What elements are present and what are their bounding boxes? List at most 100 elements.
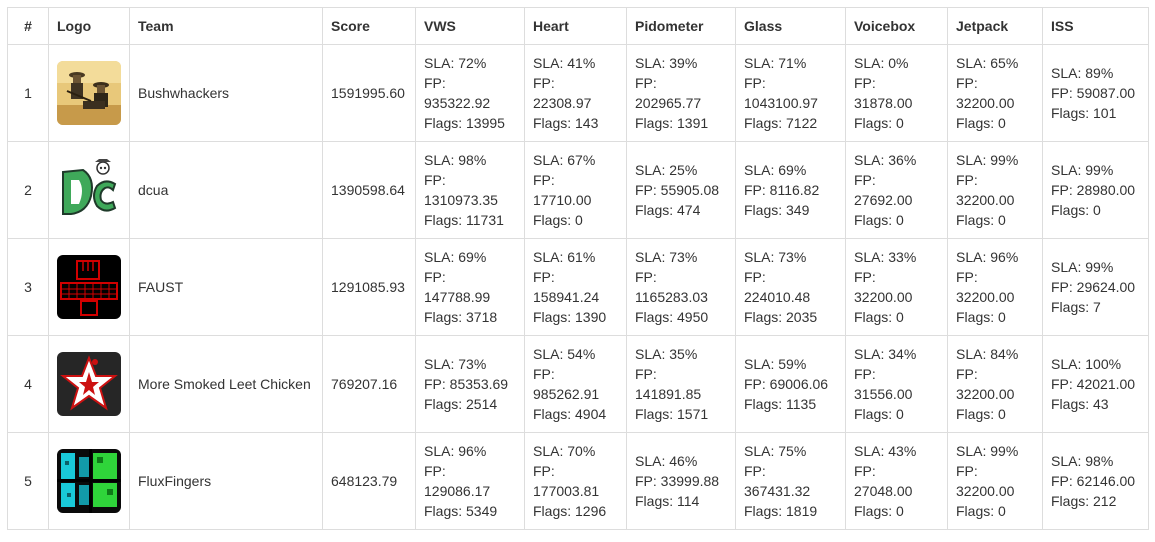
score-header: Score [322,7,416,45]
service-line: SLA: 99% [956,443,1019,459]
service-line: SLA: 0% [854,55,909,71]
rank-cell: 5 [7,432,49,530]
service-cell-iss: SLA: 99% FP: 28980.00 Flags: 0 [1042,141,1149,239]
service-cell-jetpack: SLA: 99% FP: 32200.00 Flags: 0 [947,432,1043,530]
team-name: More Smoked Leet Chicken [129,335,323,433]
service-cell-voicebox: SLA: 0% FP: 31878.00 Flags: 0 [845,44,948,142]
service-line: Flags: 349 [744,202,810,218]
service-line: 202965.77 [635,95,702,111]
service-cell-glass: SLA: 75% FP: 367431.32 Flags: 1819 [735,432,846,530]
service-line: SLA: 96% [424,443,487,459]
service-line: 141891.85 [635,386,702,402]
header-row: # Logo Team Score VWS Heart Pidometer Gl… [7,7,1149,45]
service-line: FP: 59087.00 [1051,85,1136,101]
service-line: 985262.91 [533,386,600,402]
service-line: Flags: 212 [1051,493,1117,509]
logo-cell [48,335,130,433]
service-line: SLA: 41% [533,55,596,71]
service-line: FP: [533,366,555,382]
service-cell-vws: SLA: 69% FP: 147788.99 Flags: 3718 [415,238,525,336]
service-cell-jetpack: SLA: 99% FP: 32200.00 Flags: 0 [947,141,1043,239]
service-line: FP: [956,463,978,479]
service-line: 129086.17 [424,483,491,499]
service-header-vws: VWS [415,7,525,45]
service-line: SLA: 96% [956,249,1019,265]
service-line: Flags: 4904 [533,406,607,422]
service-line: Flags: 101 [1051,105,1117,121]
service-line: 27048.00 [854,483,913,499]
rank-cell: 1 [7,44,49,142]
service-cell-heart: SLA: 61% FP: 158941.24 Flags: 1390 [524,238,627,336]
service-line: Flags: 11731 [424,212,504,228]
service-line: SLA: 43% [854,443,917,459]
service-line: FP: [744,463,766,479]
service-cell-pidometer: SLA: 73% FP: 1165283.03 Flags: 4950 [626,238,736,336]
service-line: 17710.00 [533,192,592,208]
service-line: FP: [533,75,555,91]
service-line: FP: [854,463,876,479]
service-cell-pidometer: SLA: 35% FP: 141891.85 Flags: 1571 [626,335,736,433]
service-line: Flags: 7122 [744,115,818,131]
table-row: 1 Bushwhackers 1591995.60 SLA: 72% FP: 93532… [7,44,1149,142]
service-line: SLA: 69% [744,162,807,178]
service-line: SLA: 70% [533,443,596,459]
service-line: SLA: 67% [533,152,596,168]
service-line: 31878.00 [854,95,913,111]
rank-header: # [7,7,49,45]
service-cell-glass: SLA: 69% FP: 8116.82 Flags: 349 [735,141,846,239]
service-line: FP: [956,75,978,91]
service-line: Flags: 0 [533,212,583,228]
service-line: FP: [854,366,876,382]
logo-cell [48,141,130,239]
red-fist-keyboard-logo [57,255,121,319]
service-line: SLA: 99% [1051,162,1114,178]
score-cell: 648123.79 [322,432,416,530]
service-line: 158941.24 [533,289,600,305]
service-line: SLA: 33% [854,249,917,265]
service-cell-iss: SLA: 89% FP: 59087.00 Flags: 101 [1042,44,1149,142]
service-line: Flags: 7 [1051,299,1101,315]
service-line: SLA: 99% [1051,259,1114,275]
service-cell-voicebox: SLA: 36% FP: 27692.00 Flags: 0 [845,141,948,239]
logo-cell [48,238,130,336]
service-line: 147788.99 [424,289,491,305]
service-line: FP: 42021.00 [1051,376,1136,392]
service-line: 1165283.03 [635,289,708,305]
service-line: Flags: 1571 [635,406,709,422]
service-line: 367431.32 [744,483,811,499]
service-line: Flags: 0 [956,406,1006,422]
service-line: Flags: 0 [854,212,904,228]
service-cell-jetpack: SLA: 96% FP: 32200.00 Flags: 0 [947,238,1043,336]
service-line: FP: 62146.00 [1051,473,1136,489]
star-chicken-logo [57,352,121,416]
service-line: Flags: 1390 [533,309,607,325]
service-cell-heart: SLA: 54% FP: 985262.91 Flags: 4904 [524,335,627,433]
service-line: Flags: 143 [533,115,599,131]
service-line: Flags: 43 [1051,396,1109,412]
service-line: 32200.00 [956,289,1015,305]
service-line: 1043100.97 [744,95,818,111]
service-cell-heart: SLA: 70% FP: 177003.81 Flags: 1296 [524,432,627,530]
service-line: FP: 55905.08 [635,182,720,198]
service-line: 224010.48 [744,289,811,305]
service-line: SLA: 84% [956,346,1019,362]
service-line: Flags: 0 [956,309,1006,325]
table-row: 5 FluxFingers 648123.79 SLA: 96% FP: 129086.… [7,432,1149,530]
score-cell: 1291085.93 [322,238,416,336]
team-name: dcua [129,141,323,239]
service-line: SLA: 71% [744,55,807,71]
service-header-pidometer: Pidometer [626,7,736,45]
service-line: Flags: 1391 [635,115,709,131]
service-line: FP: 28980.00 [1051,182,1136,198]
service-header-heart: Heart [524,7,627,45]
service-line: Flags: 0 [1051,202,1101,218]
service-line: Flags: 4950 [635,309,709,325]
service-line: 31556.00 [854,386,913,402]
service-line: SLA: 59% [744,356,807,372]
team-header: Team [129,7,323,45]
service-cell-voicebox: SLA: 43% FP: 27048.00 Flags: 0 [845,432,948,530]
service-line: Flags: 0 [956,503,1006,519]
service-line: Flags: 13995 [424,115,505,131]
service-line: SLA: 75% [744,443,807,459]
service-line: FP: 85353.69 [424,376,509,392]
